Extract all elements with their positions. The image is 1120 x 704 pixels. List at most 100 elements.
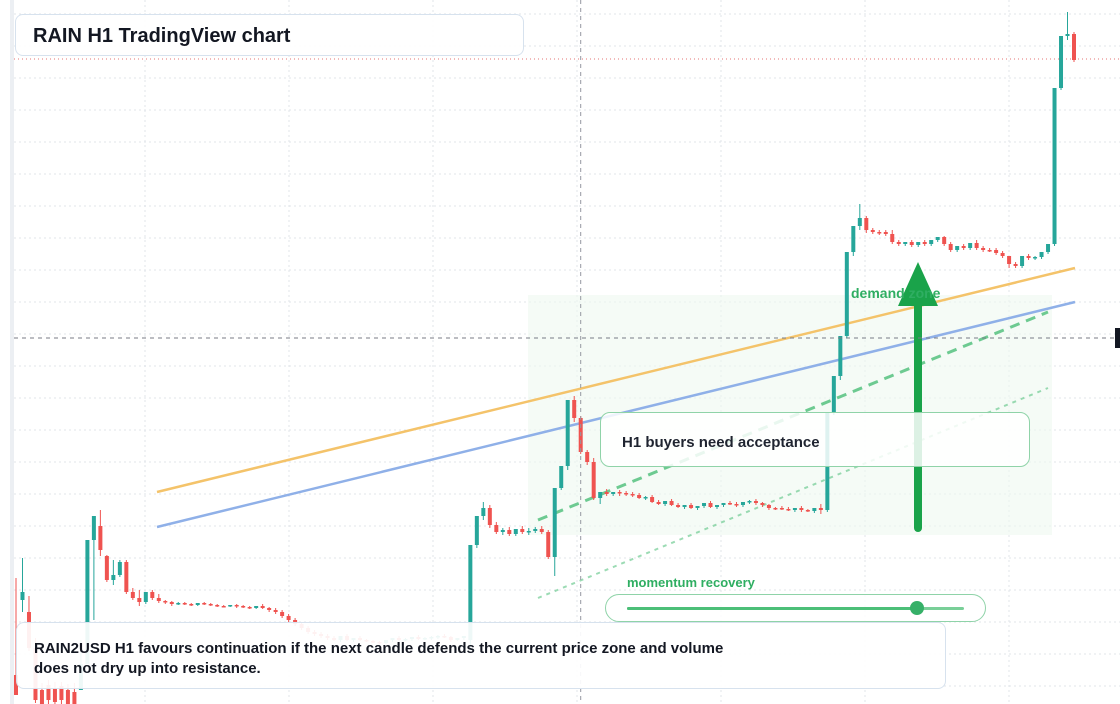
price-axis-marker <box>1115 328 1120 348</box>
candle-body <box>805 510 810 512</box>
candle-body <box>494 525 499 532</box>
candle-body <box>695 506 700 508</box>
candle <box>585 450 590 465</box>
candle-body <box>585 452 590 462</box>
candle-body <box>669 501 674 505</box>
candle-body <box>130 592 135 598</box>
candle <box>734 502 739 507</box>
candle <box>474 516 479 548</box>
candle <box>650 495 655 503</box>
chart-title: RAIN H1 TradingView chart <box>33 25 291 47</box>
momentum-slider[interactable] <box>605 594 986 622</box>
candle <box>1072 32 1076 62</box>
candle <box>740 502 745 507</box>
candle <box>753 499 758 505</box>
candle-body <box>727 503 732 505</box>
momentum-knob[interactable] <box>909 601 924 615</box>
candle-body <box>591 462 596 498</box>
candle-body <box>630 494 635 496</box>
candle-body <box>552 488 557 557</box>
candle-body <box>565 400 570 466</box>
candle <box>156 594 161 603</box>
candle <box>221 605 226 608</box>
candle <box>111 560 116 585</box>
candle-body <box>1026 256 1031 258</box>
candle-body <box>994 250 999 253</box>
candle <box>130 588 135 600</box>
candle-body <box>260 606 265 608</box>
candle <box>91 516 96 620</box>
candle <box>968 243 973 250</box>
candle-body <box>734 504 739 506</box>
momentum-track <box>627 601 964 615</box>
candle <box>870 228 875 234</box>
candle <box>721 503 726 507</box>
candle-body <box>643 497 648 499</box>
candle <box>929 240 934 246</box>
candle <box>286 614 291 622</box>
candle-body <box>721 503 726 505</box>
candle-body <box>968 243 973 248</box>
candle <box>481 502 486 520</box>
candle-body <box>844 252 849 336</box>
candle-body <box>981 248 986 250</box>
candle-body <box>14 675 18 695</box>
candle-body <box>1007 256 1012 264</box>
candle-body <box>182 603 187 605</box>
candle-body <box>598 492 603 498</box>
candle-body <box>987 250 992 252</box>
candle-body <box>150 592 155 598</box>
candle <box>851 226 856 256</box>
candle <box>1000 251 1005 258</box>
candle <box>143 592 148 604</box>
candle-body <box>851 226 856 252</box>
candle <box>818 504 823 514</box>
candle <box>637 493 642 499</box>
candle <box>948 242 953 252</box>
candle <box>176 602 181 605</box>
candle <box>254 606 259 609</box>
crosshair <box>14 0 1115 704</box>
candle-body <box>137 598 142 602</box>
candle-body <box>792 508 797 510</box>
candle-body <box>656 502 661 504</box>
candle-body <box>228 605 233 607</box>
candle <box>883 230 888 236</box>
candle-body <box>526 531 531 533</box>
candle-body <box>740 502 745 505</box>
candle <box>604 489 609 496</box>
candle-body <box>916 242 921 245</box>
candle-body <box>215 605 220 607</box>
candle-body <box>546 532 551 557</box>
candle-body <box>708 503 713 507</box>
candle-body <box>766 505 771 508</box>
candle <box>552 488 557 576</box>
candle-body <box>520 529 525 532</box>
candle-body <box>234 605 239 607</box>
candle <box>572 396 577 422</box>
candle <box>689 503 694 509</box>
candle-body <box>702 503 707 506</box>
candle <box>935 237 940 242</box>
candle <box>487 505 492 528</box>
candle-body <box>487 508 492 525</box>
candle <box>124 560 129 594</box>
candle <box>1059 36 1064 90</box>
candle <box>864 216 869 233</box>
candle <box>1052 88 1057 246</box>
candle-body <box>890 234 895 242</box>
candle <box>494 522 499 534</box>
candle <box>228 605 233 607</box>
candle <box>942 236 947 246</box>
candle-body <box>1052 88 1057 244</box>
candle-body <box>773 508 778 510</box>
candle-body <box>779 508 784 510</box>
candle-body <box>39 690 44 704</box>
candle-body <box>533 529 538 531</box>
candle <box>202 602 207 605</box>
candle <box>1026 254 1031 260</box>
candle-body <box>760 503 765 505</box>
candle-body <box>280 612 285 616</box>
candle-body <box>111 575 116 580</box>
candle <box>169 601 174 606</box>
